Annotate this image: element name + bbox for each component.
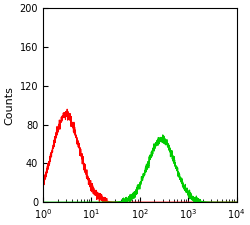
Y-axis label: Counts: Counts <box>4 86 14 125</box>
